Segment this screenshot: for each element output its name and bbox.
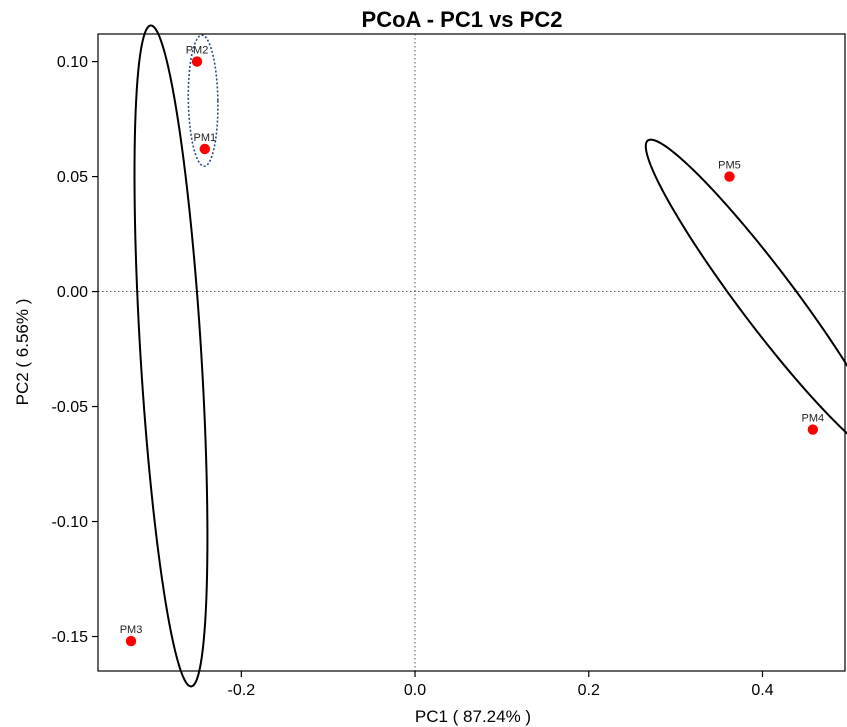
point-pm5 [724, 171, 735, 182]
y-axis-ticks: -0.15 -0.10 -0.05 0.00 0.05 0.10 [52, 54, 98, 646]
point-label-pm2: PM2 [186, 45, 209, 57]
point-labels: PM1 PM2 PM3 PM4 PM5 [120, 45, 824, 637]
point-label-pm4: PM4 [802, 413, 825, 425]
point-label-pm1: PM1 [194, 132, 217, 144]
x-tick-label: -0.2 [228, 682, 256, 699]
y-tick-label: -0.15 [52, 629, 89, 646]
ellipse-2 [187, 34, 219, 168]
point-label-pm5: PM5 [718, 160, 741, 172]
y-tick-label: -0.05 [52, 399, 89, 416]
x-axis-label: PC1 ( 87.24% ) [415, 707, 531, 726]
point-label-pm3: PM3 [120, 624, 143, 636]
reference-lines [98, 34, 845, 671]
x-tick-label: 0.0 [404, 682, 426, 699]
ellipse-3 [644, 138, 847, 435]
y-tick-label: 0.00 [57, 284, 88, 301]
x-axis-ticks: -0.2 0.0 0.2 0.4 [228, 671, 774, 699]
x-tick-label: 0.2 [578, 682, 600, 699]
plot-frame [97, 33, 846, 672]
chart-title: PCoA - PC1 vs PC2 [362, 7, 563, 32]
y-tick-label: 0.05 [57, 169, 88, 186]
point-pm3 [125, 635, 137, 647]
y-axis-label: PC2 ( 6.56% ) [13, 299, 32, 406]
confidence-ellipses [133, 24, 847, 688]
x-tick-label: 0.4 [751, 682, 773, 699]
y-tick-label: -0.10 [52, 514, 89, 531]
point-pm4 [807, 424, 819, 435]
point-pm2 [191, 56, 203, 67]
ellipse-1 [133, 24, 209, 688]
point-pm1 [199, 143, 211, 155]
y-tick-label: 0.10 [57, 54, 88, 71]
data-points [125, 56, 819, 647]
